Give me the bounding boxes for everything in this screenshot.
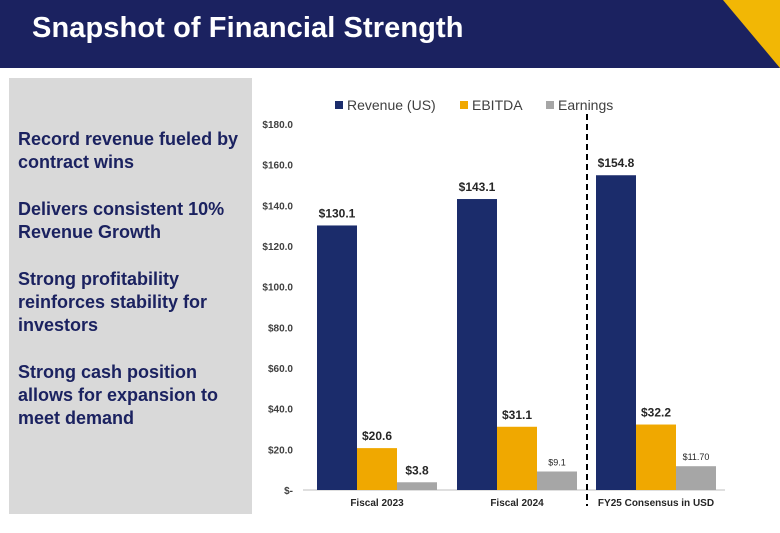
y-tick-label: $160.0 — [262, 161, 293, 172]
highlight-point: Delivers consistent 10% Revenue Growth — [18, 199, 225, 242]
corner-accent — [723, 0, 780, 68]
legend-label: EBITDA — [472, 97, 523, 113]
data-label: $31.1 — [502, 408, 532, 422]
y-tick-label: $100.0 — [262, 283, 293, 294]
bar-revenue-us — [317, 225, 357, 491]
data-label: $143.1 — [459, 180, 496, 194]
bar-earnings — [537, 471, 577, 490]
legend-swatch — [335, 101, 343, 109]
y-tick-label: $140.0 — [262, 201, 293, 212]
legend-swatch — [460, 101, 468, 109]
data-label: $3.8 — [405, 463, 429, 477]
legend-label: Revenue (US) — [347, 97, 436, 113]
data-label: $154.8 — [598, 156, 635, 170]
bar-ebitda — [357, 448, 397, 490]
y-tick-label: $40.0 — [268, 405, 293, 416]
category-label: FY25 Consensus in USD — [598, 498, 714, 509]
y-tick-label: $- — [284, 486, 293, 497]
highlight-point: Strong profitability reinforces stabilit… — [18, 269, 208, 335]
data-label: $20.6 — [362, 429, 392, 443]
bar-earnings — [676, 466, 716, 490]
bar-earnings — [397, 482, 437, 490]
bar-revenue-us — [457, 199, 497, 490]
y-tick-label: $20.0 — [268, 445, 293, 456]
highlight-point: Strong cash position allows for expansio… — [18, 362, 219, 428]
bar-ebitda — [636, 424, 676, 490]
data-label: $11.70 — [683, 452, 710, 462]
bar-ebitda — [497, 426, 537, 490]
category-label: Fiscal 2023 — [350, 498, 404, 509]
bar-revenue-us — [596, 175, 636, 491]
data-label: $32.2 — [641, 406, 671, 420]
y-tick-label: $80.0 — [268, 323, 293, 334]
legend-label: Earnings — [558, 97, 613, 113]
page-title: Snapshot of Financial Strength — [32, 12, 464, 44]
y-tick-label: $60.0 — [268, 364, 293, 375]
data-label: $9.1 — [548, 457, 566, 467]
y-tick-label: $120.0 — [262, 242, 293, 253]
legend-swatch — [546, 101, 554, 109]
category-label: Fiscal 2024 — [490, 498, 544, 509]
highlight-point: Record revenue fueled by contract wins — [18, 129, 239, 172]
highlights-panel: Record revenue fueled by contract wins D… — [9, 78, 252, 514]
data-label: $130.1 — [319, 206, 356, 220]
y-tick-label: $180.0 — [262, 120, 293, 131]
header-bar: Snapshot of Financial Strength — [0, 0, 780, 68]
